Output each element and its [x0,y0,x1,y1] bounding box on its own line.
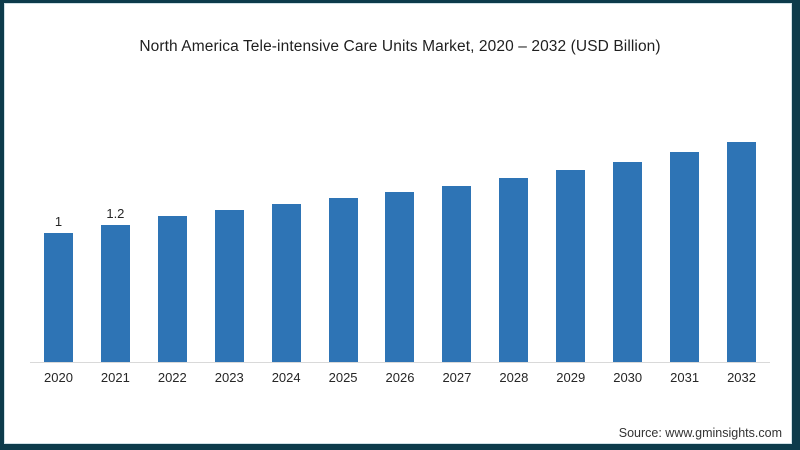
x-axis-line [30,362,770,363]
bar-column: 1.2 [87,207,144,362]
x-axis-label: 2028 [499,370,529,385]
bar [556,170,586,362]
x-axis-label: 2020 [44,370,73,385]
x-axis-label: 2022 [157,370,187,385]
bar [499,178,529,362]
bar-column [599,162,656,362]
bar-column: 1 [30,215,87,362]
bar-column [144,216,201,362]
bar [271,204,301,362]
x-axis-label: 2031 [670,370,700,385]
source-credit: Source: www.gminsights.com [618,426,782,440]
bar-chart-plot-area: 1 1.2 [30,110,770,362]
bar-column [428,186,485,362]
x-axis-labels-row: 2020 2021 2022 2023 2024 2025 2026 2027 2028 2029… [30,370,770,385]
x-axis-label: 2021 [100,370,130,385]
x-axis-label: 2024 [271,370,301,385]
x-axis-label: 2029 [556,370,586,385]
bar-column [315,198,372,362]
bar [43,233,73,362]
bar-column [713,142,770,362]
x-axis-label: 2025 [328,370,358,385]
bar [100,225,130,362]
bar [385,192,415,362]
x-axis-label: 2027 [442,370,472,385]
bar-column [542,170,599,362]
bar-column [201,210,258,362]
bar-value-label: 1.2 [106,206,125,221]
bar [670,152,700,362]
bar [328,198,358,362]
bar-value-label: 1 [54,214,63,229]
bar-column [372,192,429,362]
x-axis-label: 2030 [613,370,643,385]
bar [442,186,472,362]
chart-title: North America Tele-intensive Care Units … [139,38,661,55]
x-axis-label: 2023 [214,370,244,385]
bar-column [485,178,542,362]
bar [157,216,187,362]
bar [214,210,244,362]
x-axis-label: 2026 [385,370,415,385]
bar [727,142,757,362]
bar-column [258,204,315,362]
x-axis-label: 2032 [727,370,756,385]
bar-column [656,152,713,362]
bar [613,162,643,362]
